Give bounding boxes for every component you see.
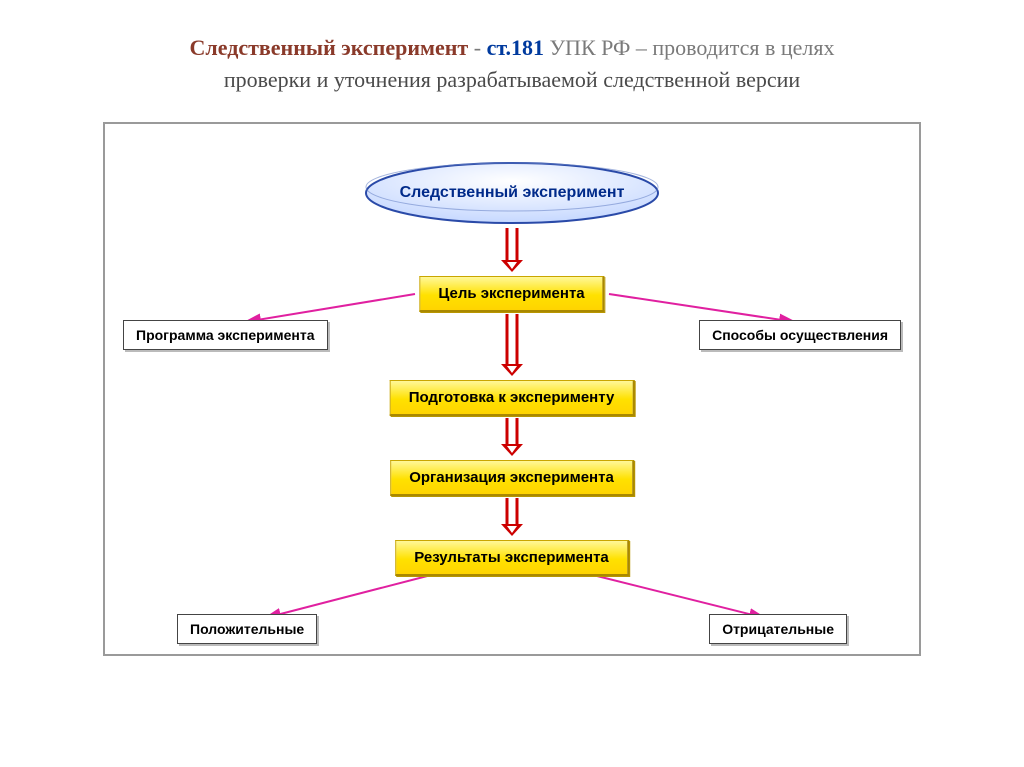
diagram-frame: Следственный эксперимент Цель эксперимен…	[103, 122, 921, 656]
title-bold: Следственный эксперимент - ст.181 УПК РФ…	[189, 35, 834, 60]
ellipse-label: Следственный эксперимент	[362, 160, 662, 226]
box-program: Программа эксперимента	[123, 320, 328, 350]
title-line2: проверки и уточнения разрабатываемой сле…	[224, 67, 800, 92]
box-negative: Отрицательные	[709, 614, 847, 644]
box-prep: Подготовка к эксперименту	[390, 380, 635, 416]
box-positive: Положительные	[177, 614, 317, 644]
box-org: Организация эксперимента	[390, 460, 634, 496]
slide-title: Следственный эксперимент - ст.181 УПК РФ…	[0, 0, 1024, 106]
box-goal: Цель эксперимента	[419, 276, 604, 312]
ellipse-node: Следственный эксперимент	[362, 160, 662, 226]
box-result: Результаты эксперимента	[395, 540, 629, 576]
box-methods: Способы осуществления	[699, 320, 901, 350]
